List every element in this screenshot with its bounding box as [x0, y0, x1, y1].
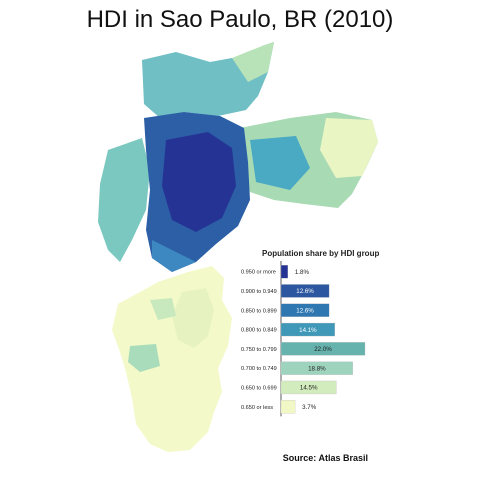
- bar-category-label: 0.650 or less: [241, 405, 273, 411]
- bar-value-label: 12.6%: [296, 288, 314, 295]
- bar-category-label: 0.800 to 0.849: [241, 328, 277, 334]
- map-region-south-patch2: [150, 298, 176, 320]
- bar: [280, 361, 353, 375]
- bar-value-label: 18.8%: [308, 365, 326, 372]
- bar: [280, 380, 337, 395]
- map-region-east-mid: [250, 136, 310, 190]
- bar-value-label: 14.1%: [299, 327, 317, 334]
- bar-value-label: 14.5%: [300, 385, 318, 392]
- map-region-center-core: [162, 132, 236, 232]
- bar-category-label: 0.650 to 0.699: [241, 385, 277, 391]
- bar-category-label: 0.950 or more: [241, 270, 276, 276]
- bar: [280, 284, 330, 298]
- bar-value-label: 22.0%: [314, 346, 332, 353]
- bar-value-label: 1.8%: [295, 269, 310, 276]
- bar: [280, 322, 335, 337]
- bar: [280, 400, 296, 414]
- map-region-center-ring: [152, 240, 196, 272]
- bar: [280, 342, 366, 356]
- bar-category-label: 0.700 to 0.749: [241, 366, 277, 372]
- bar-category-label: 0.850 to 0.899: [241, 308, 277, 314]
- bar-category-label: 0.750 to 0.799: [241, 347, 277, 353]
- bar-value-label: 12.6%: [296, 307, 314, 314]
- map-region-north: [142, 42, 274, 118]
- map-region-east-far: [320, 118, 378, 178]
- inset-chart-title: Population share by HDI group: [262, 249, 380, 258]
- map-region-north-edge: [232, 42, 274, 82]
- map-region-west: [98, 138, 150, 262]
- map-region-south-mid: [172, 288, 214, 348]
- bar-category-label: 0.900 to 0.949: [241, 289, 277, 295]
- chart-title: HDI in Sao Paulo, BR (2010): [86, 6, 394, 33]
- source-label: Source: Atlas Brasil: [282, 453, 368, 463]
- bar: [280, 303, 330, 317]
- bar: [280, 264, 289, 279]
- map-region-south-patch: [128, 344, 160, 372]
- bar-value-label: 3.7%: [302, 404, 317, 411]
